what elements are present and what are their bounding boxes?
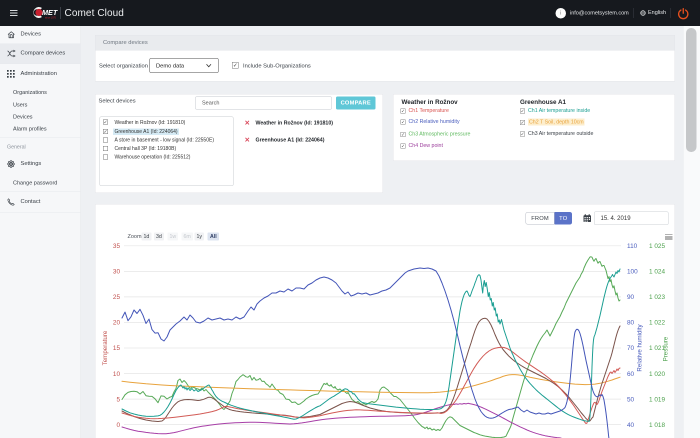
svg-text:Relative humidity: Relative humidity [637, 324, 644, 372]
svg-text:5: 5 [116, 396, 120, 403]
svg-text:60: 60 [627, 371, 635, 378]
svg-text:40: 40 [627, 422, 635, 429]
svg-text:50: 50 [627, 396, 635, 403]
svg-text:20: 20 [113, 320, 121, 327]
svg-text:110: 110 [627, 243, 638, 250]
svg-text:10: 10 [113, 371, 121, 378]
svg-text:0: 0 [116, 422, 120, 429]
svg-text:30: 30 [113, 269, 121, 276]
svg-text:MET: MET [42, 8, 58, 17]
svg-text:70: 70 [627, 345, 635, 352]
svg-text:1 024: 1 024 [649, 269, 665, 276]
svg-text:1 018: 1 018 [649, 422, 665, 429]
svg-text:1 021: 1 021 [649, 345, 665, 352]
svg-text:80: 80 [627, 320, 635, 327]
svg-text:1 022: 1 022 [649, 320, 665, 327]
svg-text:90: 90 [627, 294, 635, 301]
svg-text:35: 35 [113, 243, 121, 250]
svg-text:100: 100 [627, 269, 638, 276]
svg-text:15: 15 [113, 345, 121, 352]
svg-text:1 020: 1 020 [649, 371, 665, 378]
svg-text:since 1975: since 1975 [45, 17, 57, 19]
svg-text:Temperature: Temperature [102, 330, 109, 365]
svg-text:1 023: 1 023 [649, 294, 665, 301]
svg-text:1 025: 1 025 [649, 243, 665, 250]
svg-text:1 019: 1 019 [649, 396, 665, 403]
svg-text:Pressure: Pressure [663, 336, 670, 361]
svg-text:25: 25 [113, 294, 121, 301]
